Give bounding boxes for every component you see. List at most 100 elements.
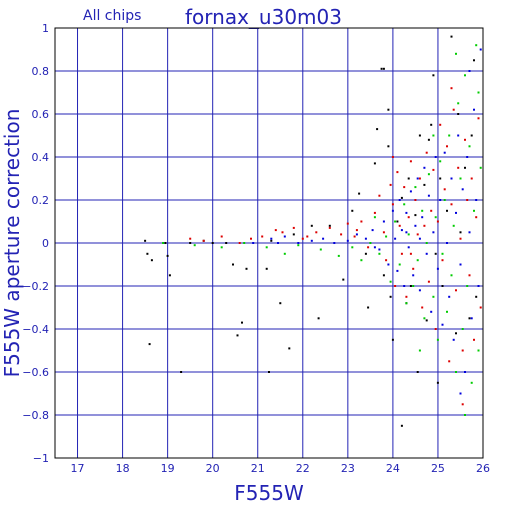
data-point — [407, 216, 410, 219]
data-point — [355, 229, 358, 232]
data-point — [441, 323, 444, 326]
data-point — [407, 246, 410, 249]
data-point — [243, 242, 246, 244]
data-point — [432, 134, 435, 137]
data-point — [475, 44, 478, 47]
data-point — [394, 220, 397, 223]
y-tick-label: 0 — [42, 237, 49, 250]
data-point — [387, 145, 390, 148]
data-point — [301, 237, 304, 240]
data-point — [430, 209, 433, 212]
data-point — [378, 252, 381, 255]
data-point — [328, 226, 331, 229]
data-point — [464, 371, 466, 373]
data-point — [279, 302, 282, 305]
data-point — [369, 242, 372, 244]
data-point — [355, 233, 358, 236]
data-point — [202, 239, 205, 242]
data-point — [382, 220, 385, 223]
data-point — [430, 123, 433, 126]
data-point — [414, 214, 417, 217]
data-point — [450, 35, 453, 38]
data-point — [459, 263, 462, 266]
data-point — [322, 237, 325, 240]
data-point — [409, 160, 412, 163]
data-point — [450, 87, 453, 90]
data-point — [236, 334, 239, 337]
data-point — [373, 211, 376, 214]
data-point — [360, 259, 363, 262]
data-point — [423, 166, 426, 169]
data-point — [407, 233, 410, 236]
data-point — [466, 199, 469, 201]
data-point — [337, 254, 340, 257]
data-point — [448, 134, 451, 137]
data-point — [391, 156, 394, 158]
data-point — [418, 237, 421, 240]
data-point — [346, 222, 349, 225]
data-point — [446, 242, 448, 244]
data-points — [144, 35, 482, 427]
y-axis-label: F555W aperture correction — [0, 109, 24, 378]
data-point — [455, 52, 457, 55]
data-point — [418, 134, 421, 137]
data-point — [446, 209, 448, 212]
data-point — [436, 267, 439, 270]
data-point — [457, 102, 460, 105]
data-point — [292, 233, 295, 236]
data-point — [461, 403, 464, 406]
data-point — [468, 231, 471, 234]
data-point — [425, 151, 428, 154]
data-point — [459, 237, 462, 240]
data-point — [281, 231, 284, 234]
x-tick-label: 18 — [116, 462, 130, 475]
data-point — [288, 347, 291, 350]
data-point — [297, 244, 300, 247]
data-point — [461, 328, 464, 330]
data-point — [389, 280, 392, 283]
data-point — [378, 248, 381, 251]
data-point — [265, 267, 268, 270]
data-point — [270, 237, 273, 240]
x-tick-label: 22 — [296, 462, 310, 475]
data-point — [376, 128, 379, 131]
data-point — [385, 235, 388, 238]
data-point — [470, 381, 473, 384]
data-point — [416, 259, 419, 262]
data-point — [477, 285, 480, 287]
data-point — [446, 310, 448, 313]
data-point — [351, 209, 354, 212]
data-point — [473, 59, 475, 62]
data-point — [436, 338, 439, 341]
data-point — [292, 226, 295, 229]
data-point — [220, 235, 223, 238]
data-point — [400, 424, 403, 427]
data-point — [425, 242, 428, 244]
data-point — [333, 242, 336, 244]
data-point — [409, 252, 412, 255]
data-point — [232, 263, 234, 266]
data-point — [432, 74, 435, 77]
data-point — [466, 156, 469, 158]
data-point — [189, 237, 192, 240]
data-point — [468, 145, 471, 148]
data-point — [180, 371, 183, 373]
data-point — [473, 209, 475, 212]
data-point — [398, 199, 401, 201]
data-point — [452, 224, 455, 227]
data-point — [427, 280, 430, 283]
data-point — [443, 151, 446, 154]
data-point — [421, 216, 424, 219]
corner-label: All chips — [83, 8, 141, 24]
data-point — [450, 177, 453, 180]
data-point — [473, 338, 475, 341]
data-point — [373, 216, 376, 219]
data-point — [457, 134, 460, 137]
data-point — [252, 242, 255, 244]
data-point — [250, 237, 252, 240]
data-point — [405, 211, 408, 214]
data-point — [396, 171, 399, 174]
data-point — [405, 231, 408, 234]
data-point — [391, 338, 394, 341]
data-point — [385, 259, 388, 262]
